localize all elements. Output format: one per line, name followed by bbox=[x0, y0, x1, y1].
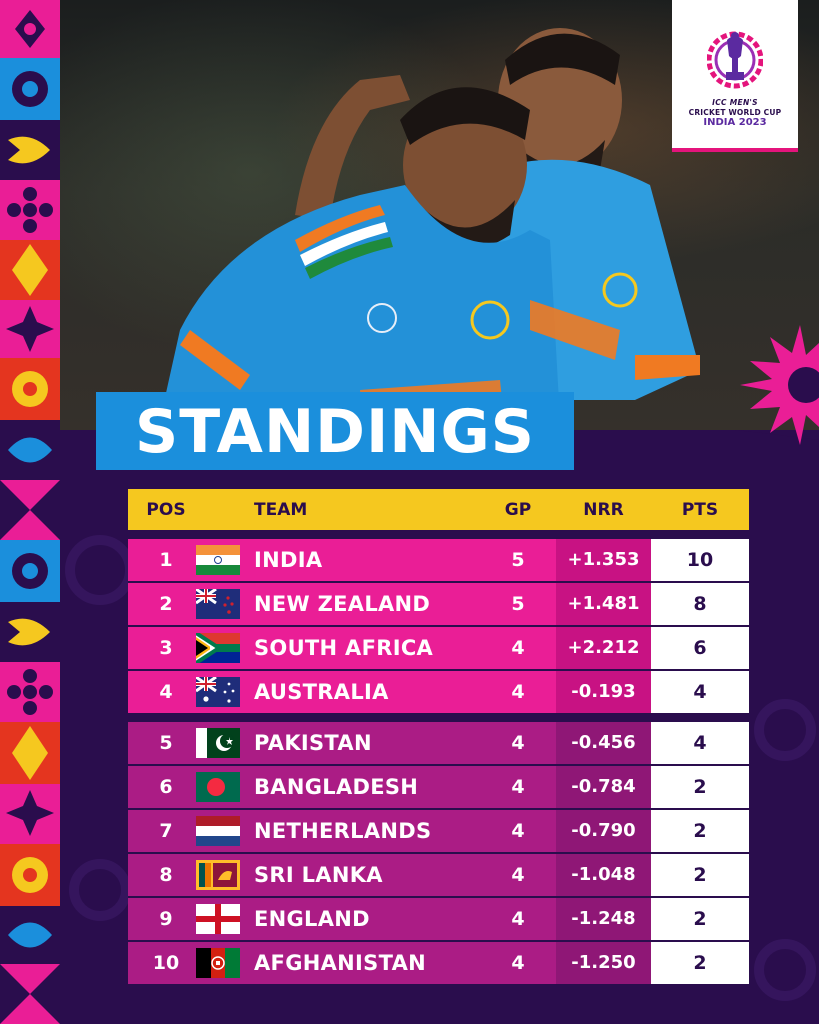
row-pos: 1 bbox=[159, 549, 173, 571]
table-row: 2 NEW ZEALAND 5 +1.481 8 bbox=[128, 583, 749, 625]
england-flag-icon bbox=[196, 904, 240, 934]
table-row: 5 PAKISTAN 4 -0.456 4 bbox=[128, 722, 749, 764]
row-divider bbox=[128, 669, 749, 671]
header-gp: GP bbox=[504, 500, 532, 520]
india-flag-icon bbox=[196, 545, 240, 575]
sri-lanka-flag-icon bbox=[196, 860, 240, 890]
row-pts: 4 bbox=[693, 732, 707, 754]
header-team: TEAM bbox=[254, 500, 308, 520]
row-pts: 2 bbox=[693, 952, 707, 974]
world-cup-logo: ICC MEN'S CRICKET WORLD CUP INDIA 2023 bbox=[672, 0, 798, 152]
row-nrr: -0.784 bbox=[571, 776, 636, 797]
pakistan-flag-icon bbox=[196, 728, 240, 758]
row-gp: 4 bbox=[511, 776, 525, 798]
row-team: ENGLAND bbox=[254, 907, 370, 931]
row-pos: 4 bbox=[159, 681, 173, 703]
row-team: BANGLADESH bbox=[254, 775, 419, 799]
trophy-logo-icon bbox=[707, 31, 763, 89]
row-pts: 6 bbox=[693, 637, 707, 659]
row-nrr: -0.790 bbox=[571, 820, 636, 841]
logo-text-iccmens: ICC MEN'S bbox=[712, 98, 758, 107]
row-gp: 4 bbox=[511, 681, 525, 703]
new-zealand-flag-icon bbox=[196, 589, 240, 619]
row-pos: 7 bbox=[159, 820, 173, 842]
row-divider bbox=[128, 808, 749, 810]
row-pos: 5 bbox=[159, 732, 173, 754]
row-pos: 9 bbox=[159, 908, 173, 930]
table-row: 9 ENGLAND 4 -1.248 2 bbox=[128, 898, 749, 940]
table-header: POS TEAM GP NRR PTS bbox=[128, 489, 749, 530]
row-team: INDIA bbox=[254, 548, 323, 572]
row-team: AUSTRALIA bbox=[254, 680, 389, 704]
row-pts: 2 bbox=[693, 776, 707, 798]
row-nrr: +2.212 bbox=[567, 637, 640, 658]
row-nrr: -0.193 bbox=[571, 681, 636, 702]
row-team: NETHERLANDS bbox=[254, 819, 432, 843]
row-gp: 4 bbox=[511, 732, 525, 754]
row-pts: 8 bbox=[693, 593, 707, 615]
table-row: 8 SRI LANKA 4 -1.048 2 bbox=[128, 854, 749, 896]
row-gp: 4 bbox=[511, 908, 525, 930]
row-divider bbox=[128, 625, 749, 627]
row-nrr: +1.481 bbox=[567, 593, 640, 614]
row-pts: 10 bbox=[686, 549, 714, 571]
row-nrr: -1.250 bbox=[571, 952, 636, 973]
row-nrr: -1.248 bbox=[571, 908, 636, 929]
row-divider bbox=[128, 764, 749, 766]
row-gp: 4 bbox=[511, 952, 525, 974]
header-pos: POS bbox=[146, 500, 186, 520]
row-gp: 4 bbox=[511, 820, 525, 842]
row-pos: 8 bbox=[159, 864, 173, 886]
row-pts: 2 bbox=[693, 864, 707, 886]
header-pts: PTS bbox=[681, 500, 719, 520]
row-gp: 4 bbox=[511, 637, 525, 659]
row-pts: 2 bbox=[693, 820, 707, 842]
row-pts: 2 bbox=[693, 908, 707, 930]
row-team: NEW ZEALAND bbox=[254, 592, 431, 616]
logo-text-india-2023: INDIA 2023 bbox=[703, 117, 767, 128]
table-row: 10 AFGHANISTAN 4 -1.250 2 bbox=[128, 942, 749, 984]
row-divider bbox=[128, 581, 749, 583]
australia-flag-icon bbox=[196, 677, 240, 707]
row-nrr: -0.456 bbox=[571, 732, 636, 753]
afghanistan-flag-icon bbox=[196, 948, 240, 978]
row-gp: 5 bbox=[511, 549, 525, 571]
row-team: AFGHANISTAN bbox=[254, 951, 426, 975]
row-divider bbox=[128, 940, 749, 942]
south-africa-flag-icon bbox=[196, 633, 240, 663]
row-nrr: +1.353 bbox=[567, 549, 640, 570]
bangladesh-flag-icon bbox=[196, 772, 240, 802]
row-divider bbox=[128, 896, 749, 898]
row-pos: 2 bbox=[159, 593, 173, 615]
row-pos: 10 bbox=[152, 952, 180, 974]
table-row: 1 INDIA 5 +1.353 10 bbox=[128, 539, 749, 581]
row-pos: 6 bbox=[159, 776, 173, 798]
row-divider bbox=[128, 852, 749, 854]
row-team: SOUTH AFRICA bbox=[254, 636, 434, 660]
row-gp: 5 bbox=[511, 593, 525, 615]
row-pts: 4 bbox=[693, 681, 707, 703]
table-row: 4 AUSTRALIA 4 -0.193 4 bbox=[128, 671, 749, 713]
table-row: 6 BANGLADESH 4 -0.784 2 bbox=[128, 766, 749, 808]
header-nrr: NRR bbox=[583, 500, 624, 520]
table-row: 3 SOUTH AFRICA 4 +2.212 6 bbox=[128, 627, 749, 669]
row-nrr: -1.048 bbox=[571, 864, 636, 885]
page-title: STANDINGS bbox=[135, 397, 535, 467]
sunburst-decoration-icon bbox=[740, 325, 819, 445]
row-pos: 3 bbox=[159, 637, 173, 659]
standings-heading-box: STANDINGS bbox=[96, 392, 574, 470]
table-row: 7 NETHERLANDS 4 -0.790 2 bbox=[128, 810, 749, 852]
players-celebrating-image bbox=[160, 28, 700, 420]
row-team: PAKISTAN bbox=[254, 731, 372, 755]
netherlands-flag-icon bbox=[196, 816, 240, 846]
decorative-pattern-strip bbox=[0, 0, 60, 1024]
row-gp: 4 bbox=[511, 864, 525, 886]
row-team: SRI LANKA bbox=[254, 863, 383, 887]
logo-text-cricket-world-cup: CRICKET WORLD CUP bbox=[688, 108, 782, 117]
